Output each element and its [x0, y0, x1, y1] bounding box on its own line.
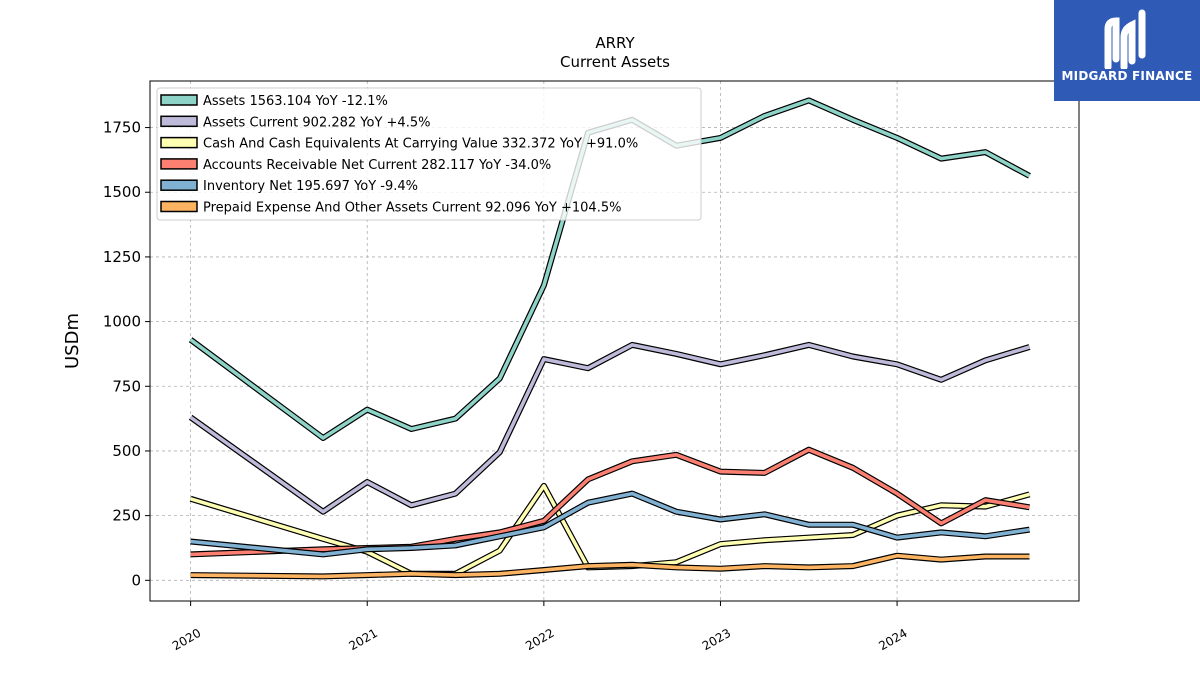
chart-subtitle: Current Assets: [560, 53, 670, 71]
x-tick-label: 2022: [523, 626, 556, 653]
y-tick-label: 1750: [103, 119, 141, 137]
series-line: [190, 491, 1030, 557]
x-tick-label: 2021: [347, 626, 380, 653]
x-tick-label: 2024: [876, 626, 909, 653]
legend-label: Inventory Net 195.697 YoY -9.4%: [203, 179, 418, 194]
y-tick-label: 250: [112, 507, 141, 525]
legend-box: [156, 87, 702, 221]
legend-label: Assets 1563.104 YoY -12.1%: [203, 94, 388, 109]
plot-frame: [149, 80, 1080, 602]
y-tick-label: 750: [112, 377, 141, 395]
brand-logo: MIDGARD FINANCE: [1054, 0, 1200, 101]
legend-swatch: [160, 115, 198, 128]
legend: Assets 1563.104 YoY -12.1% Assets Current…: [156, 87, 702, 221]
brand-mark-icon: [1104, 9, 1146, 69]
legend-label: Cash And Cash Equivalents At Carrying Va…: [203, 137, 638, 152]
x-tick-label: 2023: [700, 626, 733, 653]
series-line: [189, 343, 1031, 514]
legend-swatch: [160, 94, 198, 106]
legend-swatch: [160, 179, 198, 191]
brand-name: MIDGARD FINANCE: [1061, 69, 1193, 83]
series-outline: [190, 490, 1030, 558]
y-tick-label: 1250: [103, 248, 141, 266]
legend-swatch: [160, 200, 198, 213]
chart-title: ARRY: [595, 34, 635, 52]
series-outline: [188, 341, 1031, 515]
y-tick-label: 1000: [103, 313, 141, 331]
legend-swatch: [160, 158, 198, 170]
series-line: [190, 553, 1030, 579]
y-tick-label: 0: [131, 571, 141, 589]
y-tick-label: 500: [112, 442, 141, 460]
x-tick-label: 2020: [170, 626, 203, 653]
y-tick-label: 1500: [103, 183, 141, 201]
legend-label: Accounts Receivable Net Current 282.117 …: [203, 158, 551, 173]
series-layer: [188, 97, 1031, 580]
legend-label: Prepaid Expense And Other Assets Current…: [203, 201, 621, 216]
legend-swatch: [160, 136, 198, 149]
legend-label: Assets Current 902.282 YoY +4.5%: [203, 115, 430, 130]
y-axis-label: USDm: [62, 313, 83, 369]
